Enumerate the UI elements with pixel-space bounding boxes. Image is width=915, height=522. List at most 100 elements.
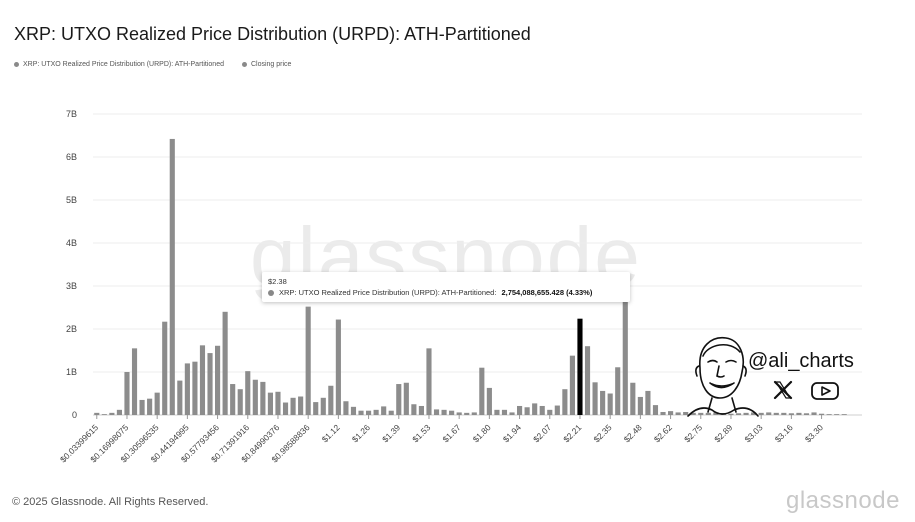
bar[interactable] xyxy=(803,413,810,415)
bar[interactable] xyxy=(373,409,379,415)
bar[interactable] xyxy=(683,411,689,415)
bar[interactable] xyxy=(698,412,704,415)
bar[interactable] xyxy=(169,138,175,415)
bar[interactable] xyxy=(328,385,334,415)
bar[interactable] xyxy=(320,397,326,415)
bar[interactable] xyxy=(509,412,515,415)
bar[interactable] xyxy=(396,384,402,415)
bar[interactable] xyxy=(403,382,409,415)
bar[interactable] xyxy=(411,404,417,415)
bar[interactable] xyxy=(517,405,523,415)
bar[interactable] xyxy=(109,412,115,415)
bar[interactable] xyxy=(728,413,734,415)
bar[interactable] xyxy=(562,389,568,415)
bar[interactable] xyxy=(615,367,621,415)
bar[interactable] xyxy=(215,345,221,415)
author-handle[interactable]: @ali_charts xyxy=(748,350,854,372)
bar[interactable] xyxy=(94,412,100,415)
bar[interactable] xyxy=(124,372,130,415)
bar[interactable] xyxy=(705,412,711,415)
bar[interactable] xyxy=(230,384,236,415)
bar[interactable] xyxy=(456,412,462,415)
bar[interactable] xyxy=(668,411,674,415)
bar[interactable] xyxy=(819,413,825,415)
bar[interactable] xyxy=(735,413,742,415)
bar[interactable] xyxy=(222,311,228,415)
bar[interactable] xyxy=(147,398,153,415)
bar[interactable] xyxy=(645,390,651,415)
bar[interactable] xyxy=(607,393,613,416)
bar[interactable] xyxy=(275,391,281,415)
bar[interactable] xyxy=(834,414,840,415)
bar[interactable] xyxy=(335,319,341,415)
bar[interactable] xyxy=(305,306,311,415)
bar[interactable] xyxy=(660,411,666,415)
bar[interactable] xyxy=(184,363,190,415)
bar[interactable] xyxy=(418,405,424,415)
bar[interactable] xyxy=(139,399,145,415)
bar[interactable] xyxy=(637,396,643,415)
bar[interactable] xyxy=(177,380,183,415)
bar[interactable] xyxy=(690,412,696,415)
bar[interactable] xyxy=(652,405,659,415)
bar[interactable] xyxy=(592,382,598,415)
bar[interactable] xyxy=(207,353,213,415)
bar[interactable] xyxy=(751,412,757,415)
bar[interactable] xyxy=(788,413,794,415)
bar[interactable] xyxy=(162,321,168,415)
bar[interactable] xyxy=(486,387,492,415)
bar[interactable] xyxy=(501,409,508,415)
bar[interactable] xyxy=(539,405,545,415)
bar[interactable] xyxy=(199,345,206,415)
bar[interactable] xyxy=(366,410,372,415)
bar[interactable] xyxy=(630,382,636,415)
bar[interactable] xyxy=(441,409,447,415)
bar[interactable] xyxy=(796,412,802,415)
bar[interactable] xyxy=(841,414,847,415)
bar[interactable] xyxy=(494,409,500,415)
bar[interactable] xyxy=(675,412,681,415)
youtube-icon[interactable] xyxy=(811,382,839,400)
bar[interactable] xyxy=(313,402,319,415)
bar[interactable] xyxy=(524,407,530,415)
bar[interactable] xyxy=(584,346,591,415)
bar[interactable] xyxy=(388,410,394,415)
bar[interactable] xyxy=(547,409,553,415)
bar[interactable] xyxy=(622,296,628,415)
bar[interactable] xyxy=(464,412,470,415)
bar[interactable] xyxy=(713,412,719,415)
bar[interactable] xyxy=(426,348,432,415)
bar[interactable] xyxy=(532,403,538,415)
bar[interactable] xyxy=(479,367,485,415)
bar[interactable] xyxy=(245,371,251,415)
bar[interactable] xyxy=(101,414,107,415)
bar[interactable] xyxy=(743,412,749,415)
bar[interactable] xyxy=(766,412,772,415)
bar[interactable] xyxy=(252,379,258,415)
bar[interactable] xyxy=(350,406,357,415)
bar[interactable] xyxy=(811,412,817,415)
bar[interactable] xyxy=(381,406,387,415)
bar[interactable] xyxy=(781,412,787,415)
bar[interactable] xyxy=(569,355,575,415)
bar[interactable] xyxy=(343,401,349,415)
bar[interactable] xyxy=(554,405,560,415)
bar[interactable] xyxy=(192,361,198,415)
bar[interactable] xyxy=(237,389,243,415)
bar[interactable] xyxy=(720,413,726,415)
legend-item-urpd[interactable]: XRP: UTXO Realized Price Distribution (U… xyxy=(14,61,224,68)
bar[interactable] xyxy=(449,410,455,415)
bar[interactable] xyxy=(154,392,160,415)
bar[interactable] xyxy=(600,390,606,415)
bar[interactable] xyxy=(131,348,138,415)
bar[interactable] xyxy=(433,409,440,415)
bar-highlighted[interactable] xyxy=(577,318,583,415)
bar[interactable] xyxy=(116,409,122,415)
bar[interactable] xyxy=(826,414,832,415)
bar[interactable] xyxy=(358,410,364,415)
bar[interactable] xyxy=(471,412,477,415)
bar[interactable] xyxy=(758,412,764,415)
bar[interactable] xyxy=(773,412,779,415)
bar[interactable] xyxy=(282,402,289,415)
